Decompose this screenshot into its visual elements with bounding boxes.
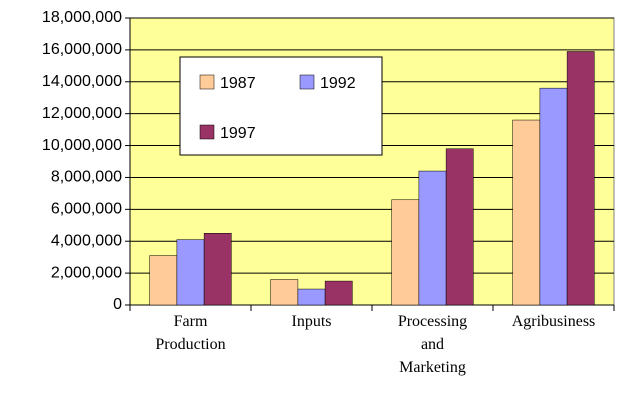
bar [149,255,178,306]
y-tick-label: 12,000,000 [42,105,122,122]
bar [324,280,353,306]
x-tick-label: Processing and Marketing [398,313,467,376]
legend-swatch [199,74,215,90]
x-tick-label: Farm Production [155,313,225,353]
legend-swatch [299,74,315,90]
y-tick-label: 8,000,000 [51,169,122,186]
legend-label: 1997 [220,125,256,142]
bar [176,239,205,306]
y-tick-label: 10,000,000 [42,137,122,154]
bar [512,119,541,306]
y-tick-label: 4,000,000 [51,232,122,249]
bar [203,233,232,306]
x-tick-label: Inputs [292,313,332,330]
y-tick-label: 16,000,000 [42,41,122,58]
legend-label: 1987 [220,75,256,92]
y-tick-label: 6,000,000 [51,201,122,218]
bar [539,87,568,306]
bar [418,170,447,306]
bar [566,51,595,306]
bar [445,148,474,306]
bar [270,279,299,306]
y-tick-label: 0 [113,296,122,313]
legend-swatch [199,124,215,140]
legend-label: 1992 [320,75,356,92]
bar [297,288,326,306]
y-tick-label: 2,000,000 [51,264,122,281]
y-tick-label: 14,000,000 [42,73,122,90]
y-tick-label: 18,000,000 [42,9,122,26]
x-tick-label: Agribusiness [512,313,596,330]
legend-box [179,56,383,156]
bar [391,199,420,306]
